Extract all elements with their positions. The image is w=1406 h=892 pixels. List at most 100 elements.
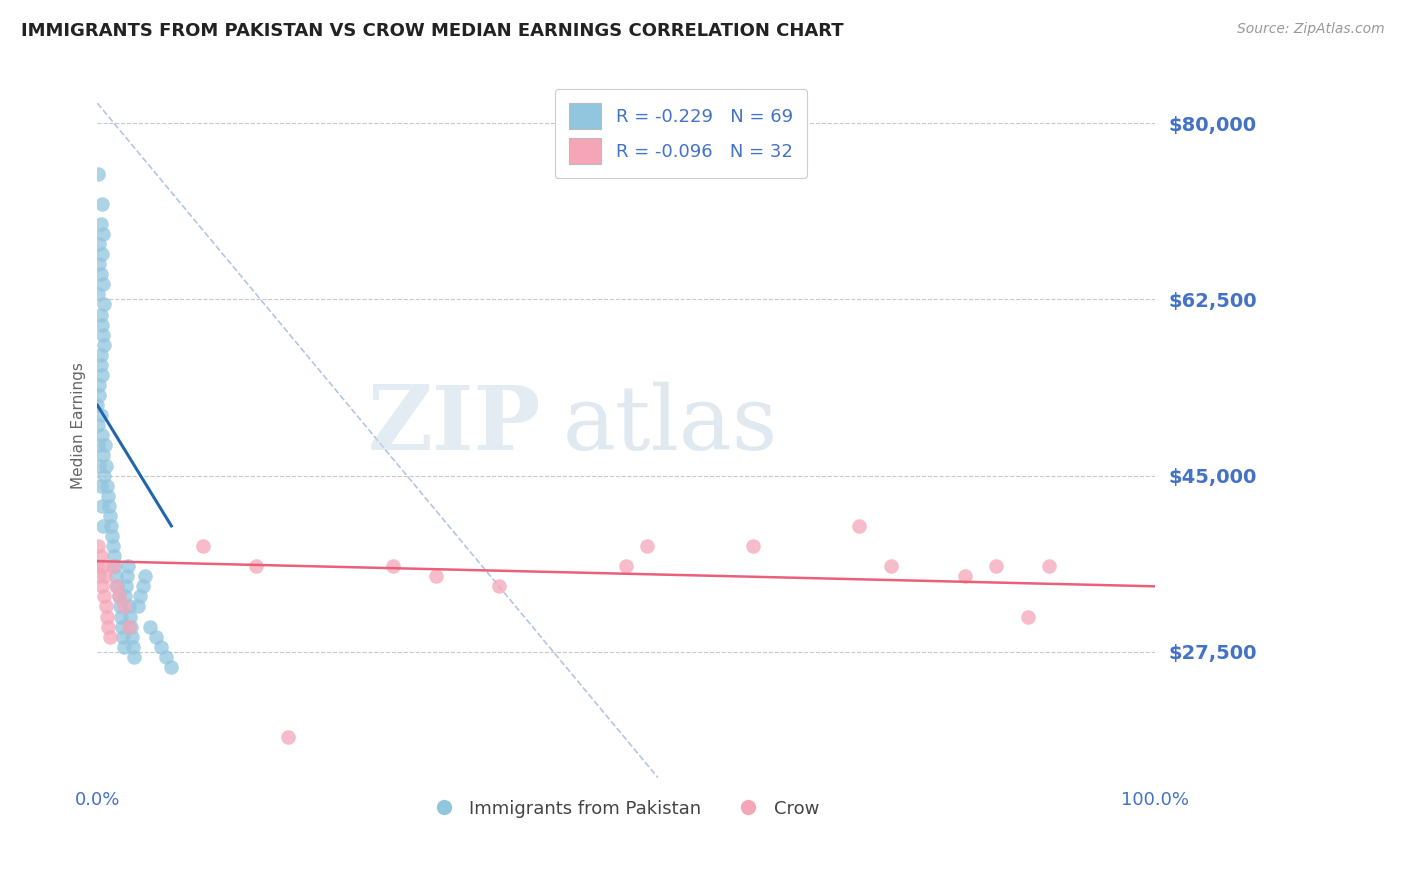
Point — [87, 418, 110, 433]
Point — [155, 649, 177, 664]
Point — [107, 579, 129, 593]
Point — [89, 408, 111, 422]
Point — [1017, 609, 1039, 624]
Point — [90, 428, 112, 442]
Point — [90, 579, 112, 593]
Point — [120, 609, 142, 624]
Point — [90, 318, 112, 332]
Point — [488, 579, 510, 593]
Point — [111, 619, 134, 633]
Point — [134, 569, 156, 583]
Point — [89, 237, 111, 252]
Point — [93, 590, 115, 604]
Point — [108, 599, 131, 614]
Point — [89, 549, 111, 563]
Point — [93, 297, 115, 311]
Y-axis label: Median Earnings: Median Earnings — [72, 362, 86, 489]
Text: ZIP: ZIP — [368, 382, 541, 469]
Point — [104, 559, 127, 574]
Point — [97, 489, 120, 503]
Point — [100, 519, 122, 533]
Point — [89, 257, 111, 271]
Point — [879, 559, 901, 574]
Point — [191, 539, 214, 553]
Point — [94, 599, 117, 614]
Point — [89, 569, 111, 583]
Point — [89, 358, 111, 372]
Point — [117, 559, 139, 574]
Point — [425, 569, 447, 583]
Point — [87, 539, 110, 553]
Point — [93, 337, 115, 351]
Point — [245, 559, 267, 574]
Point — [118, 619, 141, 633]
Point — [90, 499, 112, 513]
Point — [145, 630, 167, 644]
Point — [277, 731, 299, 745]
Point — [96, 478, 118, 492]
Point — [114, 590, 136, 604]
Point — [91, 327, 114, 342]
Point — [89, 378, 111, 392]
Point — [636, 539, 658, 553]
Point — [848, 519, 870, 533]
Point — [94, 438, 117, 452]
Point — [128, 590, 150, 604]
Point — [115, 579, 138, 593]
Point — [86, 559, 108, 574]
Point — [103, 549, 125, 563]
Point — [93, 468, 115, 483]
Point — [139, 619, 162, 633]
Point — [89, 458, 111, 473]
Point — [90, 197, 112, 211]
Point — [87, 438, 110, 452]
Point — [94, 458, 117, 473]
Point — [105, 579, 128, 593]
Point — [94, 569, 117, 583]
Point — [115, 569, 138, 583]
Point — [107, 590, 129, 604]
Point — [97, 619, 120, 633]
Point — [87, 167, 110, 181]
Point — [89, 308, 111, 322]
Point — [382, 559, 405, 574]
Point — [90, 368, 112, 382]
Point — [160, 660, 183, 674]
Point — [89, 388, 111, 402]
Point — [112, 640, 135, 654]
Point — [149, 640, 172, 654]
Point — [91, 449, 114, 463]
Point — [132, 579, 155, 593]
Point — [118, 599, 141, 614]
Point — [614, 559, 637, 574]
Point — [112, 599, 135, 614]
Point — [91, 559, 114, 574]
Point — [90, 247, 112, 261]
Point — [111, 630, 134, 644]
Point — [122, 640, 145, 654]
Point — [98, 499, 121, 513]
Point — [101, 529, 124, 543]
Point — [89, 348, 111, 362]
Point — [121, 630, 143, 644]
Point — [105, 569, 128, 583]
Legend: Immigrants from Pakistan, Crow: Immigrants from Pakistan, Crow — [426, 792, 827, 825]
Point — [89, 267, 111, 281]
Point — [127, 599, 149, 614]
Text: Source: ZipAtlas.com: Source: ZipAtlas.com — [1237, 22, 1385, 37]
Point — [124, 649, 146, 664]
Point — [89, 217, 111, 231]
Point — [96, 609, 118, 624]
Point — [87, 287, 110, 301]
Point — [98, 630, 121, 644]
Point — [110, 609, 132, 624]
Point — [953, 569, 976, 583]
Text: atlas: atlas — [562, 382, 778, 469]
Point — [742, 539, 765, 553]
Point — [86, 398, 108, 412]
Point — [91, 227, 114, 241]
Text: IMMIGRANTS FROM PAKISTAN VS CROW MEDIAN EARNINGS CORRELATION CHART: IMMIGRANTS FROM PAKISTAN VS CROW MEDIAN … — [21, 22, 844, 40]
Point — [89, 478, 111, 492]
Point — [91, 519, 114, 533]
Point — [91, 277, 114, 292]
